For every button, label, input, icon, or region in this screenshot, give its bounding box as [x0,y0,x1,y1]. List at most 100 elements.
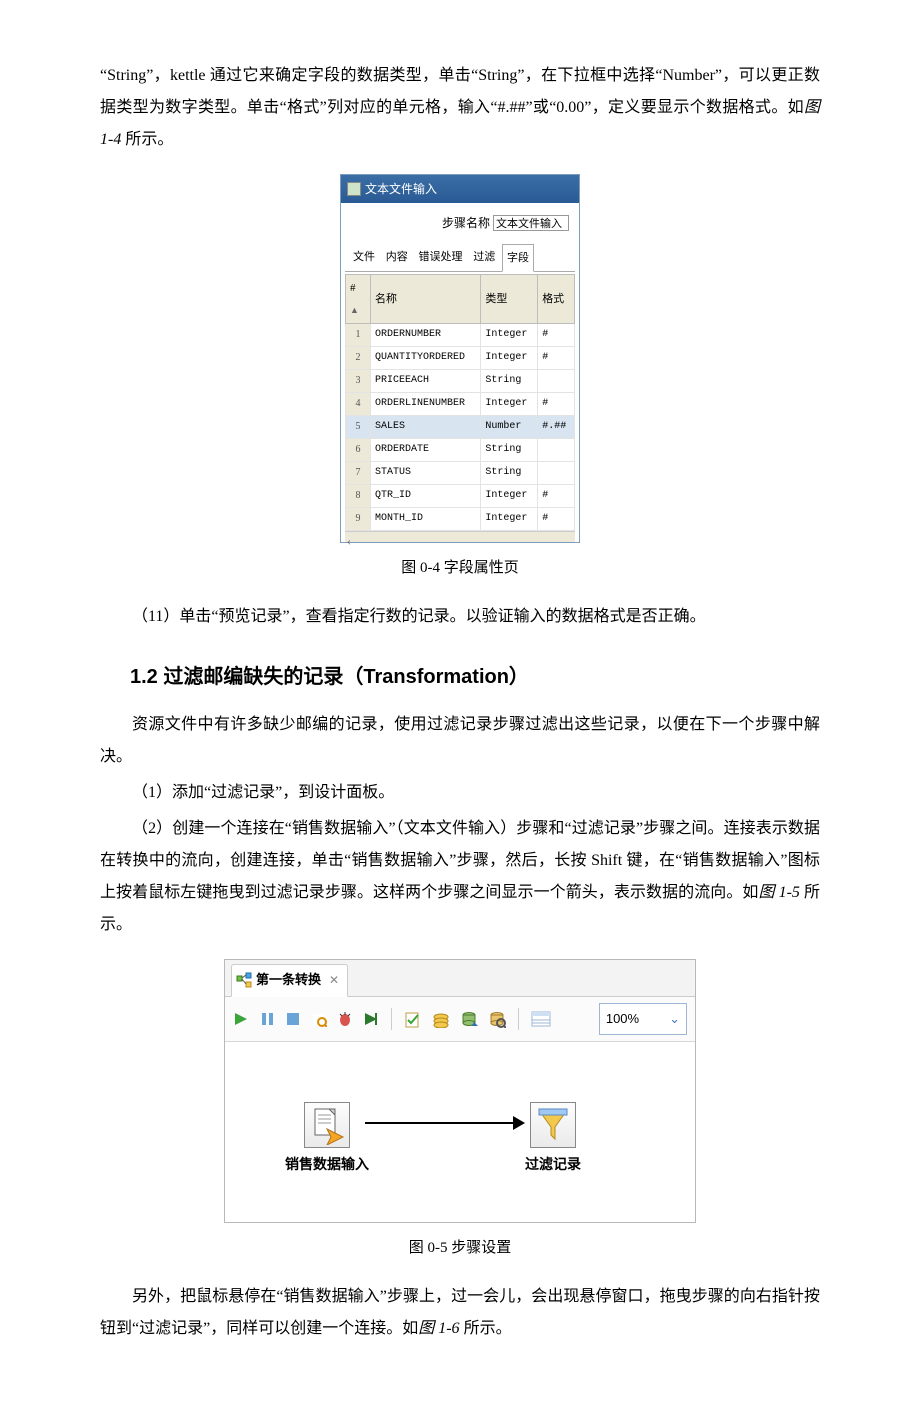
cell-name[interactable]: STATUS [371,462,481,485]
cell-format[interactable] [538,462,575,485]
cell-name[interactable]: ORDERNUMBER [371,324,481,347]
cell-name[interactable]: QUANTITYORDERED [371,347,481,370]
tab-filter[interactable]: 过滤 [469,244,499,270]
col-index[interactable]: # [346,275,371,324]
dialog-icon [347,182,361,196]
cell-index: 3 [346,370,371,393]
cell-name[interactable]: ORDERDATE [371,439,481,462]
cell-index: 9 [346,508,371,531]
cell-name[interactable]: ORDERLINENUMBER [371,393,481,416]
dialog-body: 步骤名称 文件 内容 错误处理 过滤 字段 # 名称 类型 格式 [341,203,579,542]
tab-content[interactable]: 内容 [382,244,412,270]
table-row[interactable]: 8QTR_IDInteger# [346,485,575,508]
tab-file[interactable]: 文件 [349,244,379,270]
cell-index: 1 [346,324,371,347]
p6-text-c: 所示。 [460,1320,512,1337]
step-name-input[interactable] [493,215,569,231]
table-row[interactable]: 7STATUSString [346,462,575,485]
pause-icon[interactable] [259,1011,275,1027]
cell-index: 7 [346,462,371,485]
step-filter-label: 过滤记录 [525,1152,581,1180]
cell-format[interactable]: #.## [538,416,575,439]
cell-format[interactable] [538,370,575,393]
cell-type[interactable]: Integer [481,508,538,531]
tab-fields[interactable]: 字段 [502,244,534,272]
replay-icon[interactable] [363,1011,379,1027]
step-name-row: 步骤名称 [345,211,575,235]
cell-index: 6 [346,439,371,462]
zoom-selector[interactable]: 100% ⌄ [599,1003,687,1035]
dialog-scrollbar[interactable] [345,531,575,542]
cell-index: 5 [346,416,371,439]
table-row[interactable]: 3PRICEEACHString [346,370,575,393]
transformation-window: 第一条转换 ✕ 100% ⌄ [224,959,696,1223]
p6-figref: 图 1-6 [418,1320,459,1337]
cell-type[interactable]: Number [481,416,538,439]
debug-icon[interactable] [337,1011,353,1027]
chevron-down-icon: ⌄ [669,1006,680,1032]
check-icon[interactable] [404,1010,422,1028]
cell-format[interactable] [538,439,575,462]
cell-type[interactable]: Integer [481,324,538,347]
cell-format[interactable]: # [538,347,575,370]
p5-text-a: （2）创建一个连接在“销售数据输入”（文本文件输入）步骤和“过滤记录”步骤之间。… [100,820,820,901]
cell-type[interactable]: String [481,370,538,393]
section-heading-1-2: 1.2 过滤邮编缺失的记录（Transformation） [130,657,820,697]
table-row[interactable]: 4ORDERLINENUMBERInteger# [346,393,575,416]
trans-tab-title: 第一条转换 [256,967,321,993]
table-row[interactable]: 6ORDERDATEString [346,439,575,462]
step-name-label: 步骤名称 [442,216,490,230]
preview-icon[interactable] [311,1011,327,1027]
paragraph-1: “String”，kettle 通过它来确定字段的数据类型，单击“String”… [100,60,820,156]
cell-format[interactable]: # [538,485,575,508]
close-tab-icon[interactable]: ✕ [329,968,339,992]
sql-icon[interactable] [460,1010,478,1028]
cell-type[interactable]: Integer [481,393,538,416]
figure-2-caption: 图 0-5 步骤设置 [100,1233,820,1263]
paragraph-4: （1）添加“过滤记录”，到设计面板。 [100,777,820,809]
cell-name[interactable]: MONTH_ID [371,508,481,531]
trans-canvas[interactable]: 销售数据输入 过滤记录 [225,1042,695,1222]
impact-icon[interactable] [432,1010,450,1028]
filter-rows-icon [530,1102,576,1148]
stop-icon[interactable] [285,1011,301,1027]
step-input-label: 销售数据输入 [285,1152,369,1180]
show-results-icon[interactable] [531,1011,551,1027]
table-row[interactable]: 9MONTH_IDInteger# [346,508,575,531]
cell-type[interactable]: Integer [481,347,538,370]
toolbar-separator-2 [518,1008,519,1030]
col-type[interactable]: 类型 [481,275,538,324]
trans-tab-bar: 第一条转换 ✕ [225,960,695,997]
explore-db-icon[interactable] [488,1010,506,1028]
cell-format[interactable]: # [538,324,575,347]
figure-2-transformation: 第一条转换 ✕ 100% ⌄ [100,959,820,1223]
cell-name[interactable]: PRICEEACH [371,370,481,393]
step-sales-input[interactable]: 销售数据输入 [285,1102,369,1180]
paragraph-2: （11）单击“预览记录”，查看指定行数的记录。以验证输入的数据格式是否正确。 [100,601,820,633]
col-format[interactable]: 格式 [538,275,575,324]
table-row[interactable]: 1ORDERNUMBERInteger# [346,324,575,347]
fields-table: # 名称 类型 格式 1ORDERNUMBERInteger#2QUANTITY… [345,274,575,531]
cell-index: 4 [346,393,371,416]
cell-format[interactable]: # [538,393,575,416]
cell-type[interactable]: String [481,462,538,485]
cell-type[interactable]: Integer [481,485,538,508]
table-row[interactable]: 5SALESNumber#.## [346,416,575,439]
trans-tab[interactable]: 第一条转换 ✕ [231,964,348,997]
table-row[interactable]: 2QUANTITYORDEREDInteger# [346,347,575,370]
zoom-value: 100% [606,1006,639,1032]
cell-name[interactable]: SALES [371,416,481,439]
cell-index: 2 [346,347,371,370]
col-name[interactable]: 名称 [371,275,481,324]
cell-format[interactable]: # [538,508,575,531]
hop-arrow[interactable] [365,1122,523,1124]
run-icon[interactable] [233,1011,249,1027]
p1-text-c: 所示。 [121,131,173,148]
p5-figref: 图 1-5 [758,884,799,901]
cell-name[interactable]: QTR_ID [371,485,481,508]
dialog-title: 文本文件输入 [365,177,437,201]
paragraph-3: 资源文件中有许多缺少邮编的记录，使用过滤记录步骤过滤出这些记录，以便在下一个步骤… [100,709,820,773]
cell-type[interactable]: String [481,439,538,462]
step-filter-rows[interactable]: 过滤记录 [525,1102,581,1180]
tab-error[interactable]: 错误处理 [415,244,467,270]
